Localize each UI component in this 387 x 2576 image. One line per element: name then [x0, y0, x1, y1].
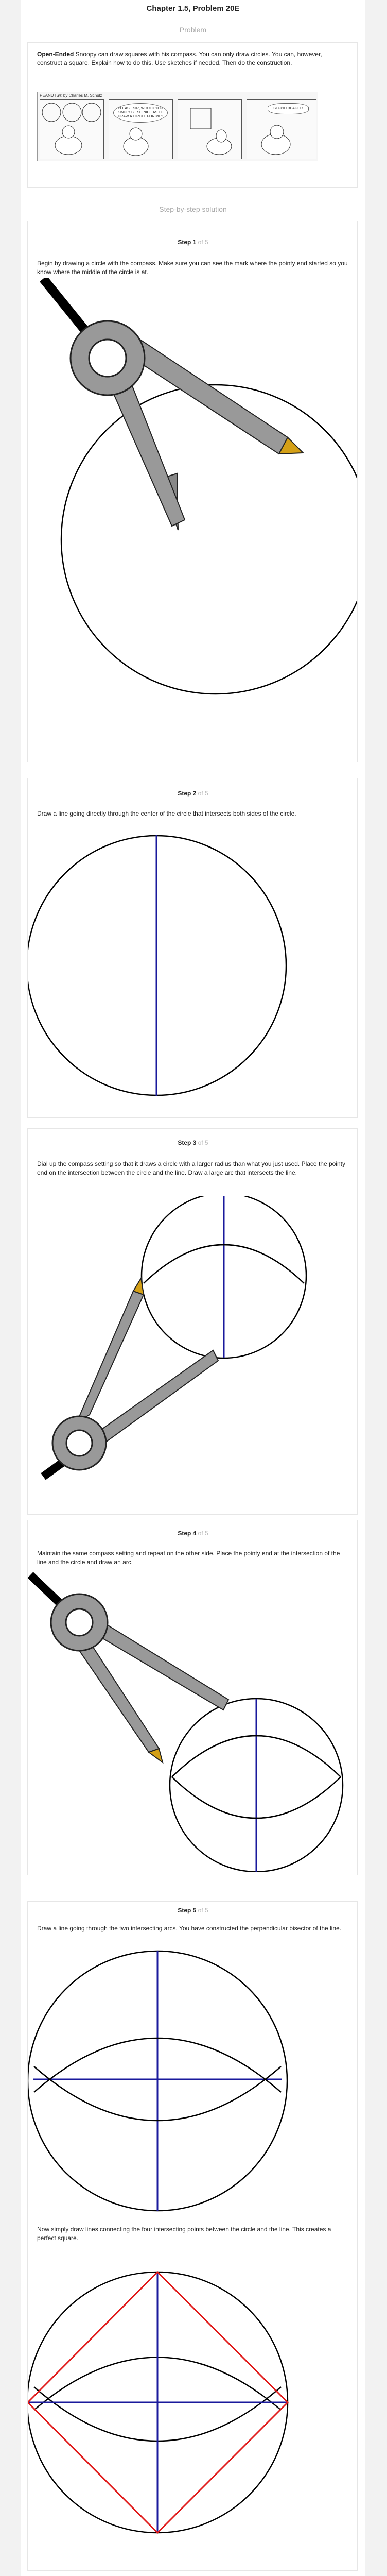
step-label-text: Step 2	[178, 790, 197, 797]
step-count: of 5	[198, 239, 208, 246]
compass-circle-diagram	[40, 278, 357, 695]
comic-panel-1	[40, 99, 104, 159]
step-2-label: Step 2 of 5	[28, 790, 358, 797]
comic-panel-2: PLEASE SIR, WOULD YOU KINDLY BE SO NICE …	[109, 99, 173, 159]
second-arc-diagram	[28, 1572, 344, 1872]
bisector-diagram	[28, 1950, 288, 2212]
comic-strip: PEANUTS® by Charles M. Schulz PLEASE SIR…	[37, 92, 318, 161]
circles-drawing	[42, 103, 101, 155]
step-3-card: Step 3 of 5 Dial up the compass setting …	[27, 1128, 358, 1515]
chapter-title: Chapter 1.5, Problem 20E	[146, 4, 240, 13]
comic-bubble-1: PLEASE SIR, WOULD YOU KINDLY BE SO NICE …	[113, 103, 168, 123]
problem-text: Open-Ended Snoopy can draw squares with …	[37, 50, 348, 67]
problem-heading: Problem	[179, 26, 207, 34]
page: Chapter 1.5, Problem 20E Problem Open-En…	[21, 0, 365, 2576]
comic-panel-3	[178, 99, 242, 159]
problem-lead: Open-Ended	[37, 50, 74, 58]
step-4-text: Maintain the same compass setting and re…	[37, 1550, 340, 1566]
step-1-label: Step 1 of 5	[28, 239, 358, 246]
square-diagram	[28, 2270, 289, 2534]
solution-heading: Step-by-step solution	[159, 205, 227, 213]
step-5-label: Step 5 of 5	[28, 1907, 358, 1914]
step-label-text: Step 4	[178, 1530, 197, 1537]
step-2-card: Step 2 of 5 Draw a line going directly t…	[27, 778, 358, 1118]
step-1-text: Begin by drawing a circle with the compa…	[37, 260, 348, 276]
problem-card: Open-Ended Snoopy can draw squares with …	[27, 42, 358, 188]
step-4-card: Step 4 of 5 Maintain the same compass se…	[27, 1520, 358, 1875]
step-count: of 5	[198, 1907, 208, 1914]
comic-credit: PEANUTS® by Charles M. Schulz	[40, 93, 102, 98]
step-count: of 5	[198, 790, 208, 797]
step-3-label: Step 3 of 5	[28, 1139, 358, 1146]
comic-panel-4: STUPID BEAGLE!	[247, 99, 316, 159]
step-3-text: Dial up the compass setting so that it d…	[37, 1160, 345, 1176]
step-1-card: Step 1 of 5 Begin by drawing a circle wi…	[27, 221, 358, 762]
step-label-text: Step 1	[178, 239, 197, 246]
final-text: Now simply draw lines connecting the fou…	[37, 2226, 331, 2242]
first-arc-diagram	[41, 1196, 307, 1480]
speaker-drawing	[123, 127, 149, 156]
square-drawing	[190, 108, 232, 155]
step-5-text: Draw a line going through the two inters…	[37, 1925, 342, 1932]
step-count: of 5	[198, 1530, 208, 1537]
step-label-text: Step 3	[178, 1139, 197, 1146]
comic-bubble-2: STUPID BEAGLE!	[268, 103, 309, 114]
step-4-label: Step 4 of 5	[28, 1530, 358, 1537]
step-2-text: Draw a line going directly through the c…	[37, 810, 296, 817]
circle-line-diagram	[28, 835, 287, 1096]
step-label-text: Step 5	[178, 1907, 197, 1914]
problem-body: Snoopy can draw squares with his compass…	[37, 50, 322, 66]
step-count: of 5	[198, 1139, 208, 1146]
step-5-card: Step 5 of 5 Draw a line going through th…	[27, 1901, 358, 2571]
frustrated-drawing	[261, 125, 291, 155]
